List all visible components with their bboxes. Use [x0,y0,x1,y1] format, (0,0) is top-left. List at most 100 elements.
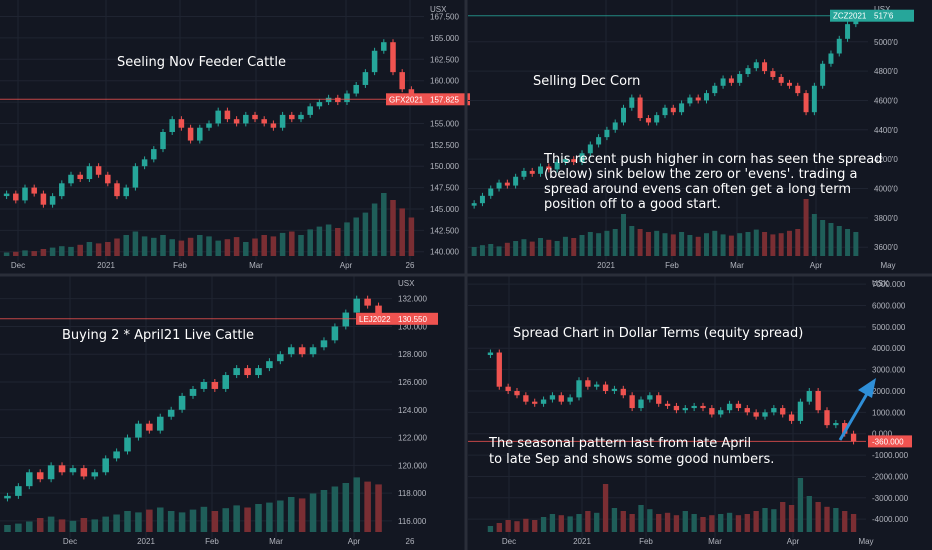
x-tick-label: Apr [348,537,361,546]
volume-bar [853,232,859,256]
candle-body [576,380,582,398]
x-tick-label: Feb [665,261,679,270]
y-tick-label: 7000.000 [872,280,906,289]
volume-bar [59,246,65,256]
volume-bar [753,229,759,256]
candle-body [364,298,371,306]
x-tick-label: Feb [173,261,187,270]
candle-body [325,97,332,103]
candle-body [815,390,821,411]
volume-bar [15,523,22,532]
volume-bar [728,235,734,256]
y-tick-label: 2000.000 [872,387,906,396]
volume-bar [842,511,848,532]
y-tick-label: 4200'0 [874,155,898,164]
volume-bar [215,240,221,256]
candle-body [718,410,724,415]
volume-bar [353,217,359,256]
volume-bar [4,525,11,532]
candle-body [679,103,685,113]
volume-bar [399,208,405,256]
candle-body [579,153,585,163]
volume-bar [709,515,715,532]
candle-body [353,298,360,313]
volume-bar [682,511,688,532]
x-tick-label: Mar [249,261,263,270]
candle-body [532,401,538,404]
volume-bar [664,512,671,532]
candle-body [243,114,249,124]
y-tick-label: 145.000 [430,205,459,214]
volume-bar [647,509,653,532]
volume-bar [233,505,240,532]
y-axis-unit-label: USX [872,279,889,288]
candle-body [40,193,47,205]
volume-bar [770,234,776,256]
candle-body [471,203,477,206]
y-tick-label: 4000'0 [874,184,898,193]
candle-body [342,312,350,327]
candle-body [709,408,715,415]
candle-body [200,382,208,389]
candle-body [549,395,556,400]
candle-body [102,458,109,473]
candle-body [505,386,511,391]
y-tick-label: 130.000 [398,322,427,331]
volume-bar [803,199,809,256]
candle-body [36,472,44,480]
candle-body [828,53,834,64]
volume-bar [645,232,651,256]
y-axis-unit-label: USX [398,279,415,288]
y-tick-label: 132.000 [398,295,427,304]
candle-body [504,182,510,186]
volume-bar [505,520,511,532]
candle-body [691,405,697,409]
candle-body [803,93,809,113]
volume-bar [211,511,219,532]
candle-body [612,122,618,130]
candle-body [735,403,742,409]
volume-bar [836,226,842,256]
y-axis-unit-label: USX [874,5,891,14]
last-price-tag [830,9,914,22]
volume-bar [587,232,593,256]
x-tick-label: Dec [63,537,77,546]
volume-bar [513,241,519,256]
panel-feeder-cattle: 167.500165.000162.500160.000157.500155.0… [0,0,470,270]
volume-bar [58,519,66,532]
candle-body [753,62,759,69]
volume-bar [629,514,635,532]
candle-body [654,115,660,123]
volume-bar [197,235,203,256]
volume-bar [40,249,47,256]
candle-body [645,118,651,123]
y-tick-label: 126.000 [398,378,427,387]
volume-bar [320,490,328,532]
candle-body [22,187,28,201]
volume-bar [726,512,733,532]
candle-body [637,97,643,119]
candle-body [371,50,378,73]
y-tick-label: 3800'0 [874,214,898,223]
candle-body [26,472,33,487]
volume-bar [135,512,142,532]
candle-body [59,183,65,197]
candle-body [538,166,544,174]
y-tick-label: 6000.000 [872,302,906,311]
candle-body [197,127,203,141]
volume-bar [620,511,626,532]
x-tick-label: Feb [205,537,219,546]
y-tick-label: 140.000 [430,248,459,257]
candle-body [728,78,734,83]
volume-bar [744,514,750,532]
candle-body [95,166,102,175]
volume-bar [222,508,230,532]
volume-bar [362,212,369,256]
x-tick-label: 26 [406,537,415,546]
volume-bar [554,241,560,256]
candle-body [287,347,295,355]
candle-body [189,388,197,396]
candle-body [270,123,277,128]
candle-body [682,408,688,411]
